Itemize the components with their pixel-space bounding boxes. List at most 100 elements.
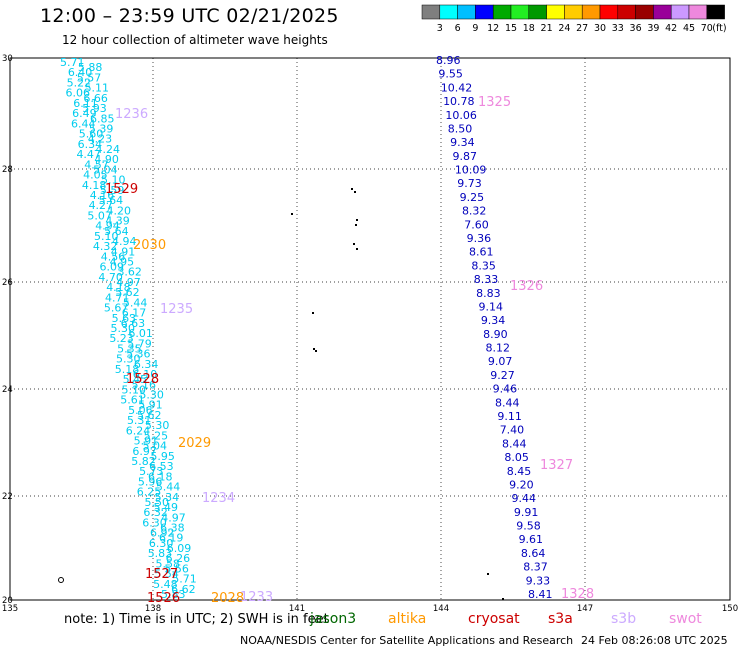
y-axis-tick-label: 26 xyxy=(2,278,13,288)
track-a-swh-value: 3.62 xyxy=(117,266,142,279)
track-b-swh-value: 8.83 xyxy=(476,287,501,300)
pass-label: 1235 xyxy=(160,302,193,317)
track-b-swh-value: 8.90 xyxy=(483,328,508,341)
track-a-swh-value: 5.71 xyxy=(172,573,197,586)
track-a-swh-value: 5.11 xyxy=(85,82,110,95)
pass-label: 1527 xyxy=(145,567,178,582)
colorbar-tick-label: 3 xyxy=(437,23,443,34)
track-a-swh-value: 5.54 xyxy=(154,568,179,581)
track-a-swh-value: 6.09 xyxy=(100,261,125,274)
legend-cryosat: cryosat xyxy=(468,611,520,627)
legend-jason3: jason3 xyxy=(310,611,357,627)
track-b-swh-value: 10.06 xyxy=(445,109,477,122)
track-a-swh-value: 5.48 xyxy=(153,578,178,591)
track-a-swh-value: 6.09 xyxy=(167,542,192,555)
colorbar-tick-label: 27 xyxy=(576,23,588,34)
x-axis-tick-label: 135 xyxy=(2,604,18,614)
track-a-swh-value: 5.93 xyxy=(82,102,107,115)
track-a-swh-value: 6.30 xyxy=(149,537,174,550)
track-a-swh-value: 6.44 xyxy=(71,117,96,130)
island-dot xyxy=(502,598,504,600)
island-dot xyxy=(58,577,64,583)
track-a-swh-value: 5.63 xyxy=(112,312,137,325)
pass-label: 2029 xyxy=(178,436,211,451)
track-a-swh-value: 4.57 xyxy=(84,158,109,171)
colorbar-tick-label: 6 xyxy=(455,23,461,34)
track-a-swh-value: 5.64 xyxy=(99,194,124,207)
track-b-swh-value: 9.34 xyxy=(450,136,475,149)
colorbar-tick-label: 9 xyxy=(472,23,478,34)
colorbar-unit: (ft) xyxy=(712,23,726,34)
track-a-swh-value: 5.36 xyxy=(126,348,151,361)
track-a-swh-value: 5.95 xyxy=(150,450,175,463)
track-b-swh-value: 10.78 xyxy=(443,95,475,108)
track-a-swh-value: 5.18 xyxy=(115,363,140,376)
y-axis-tick-label: 24 xyxy=(2,385,13,395)
track-a-swh-value: 6.24 xyxy=(126,424,150,437)
track-b-swh-value: 8.12 xyxy=(486,342,511,355)
color-scale-bar: 3 6 9 12 15 18 21 24 27 30 33 36 39 42 45 70 (ft) xyxy=(421,4,727,34)
track-a-swh-value: 5.39 xyxy=(89,123,114,136)
track-a-swh-value: 5.34 xyxy=(155,491,180,504)
track-a-swh-value: 5.10 xyxy=(94,230,119,243)
track-b-swh-value: 9.44 xyxy=(511,492,536,505)
pass-label: 2028 xyxy=(211,591,244,606)
track-a-swh-value: 5.91 xyxy=(138,399,163,412)
colorbar-tick-label: 45 xyxy=(683,23,695,34)
track-a-swh-value: 6.63 xyxy=(121,317,146,330)
track-a-swh-value: 4.90 xyxy=(94,153,119,166)
track-a-swh-value: 5.30 xyxy=(139,389,164,402)
track-a-swh-value: 5.71 xyxy=(60,56,85,69)
track-a-swh-value: 6.17 xyxy=(122,307,147,320)
track-a-swh-value: 5.16 xyxy=(132,378,157,391)
track-a-swh-value: 5.96 xyxy=(138,475,163,488)
pass-label: 1529 xyxy=(105,182,138,197)
track-a-swh-value: 5.30 xyxy=(111,322,136,335)
footer-note: note: 1) Time is in UTC; 2) SWH is in fe… xyxy=(64,612,329,627)
track-a-swh-value: 5.44 xyxy=(123,296,148,309)
map-frame xyxy=(9,57,731,601)
track-a-swh-value: 5.06 xyxy=(128,404,153,417)
track-b-swh-value: 9.73 xyxy=(457,177,482,190)
track-b-swh-value: 8.33 xyxy=(474,273,499,286)
x-axis-tick-label: 150 xyxy=(722,604,738,614)
island-dot xyxy=(313,348,315,350)
island-dot xyxy=(351,188,353,190)
pass-label: 1234 xyxy=(202,491,235,506)
track-a-swh-value: 5.45 xyxy=(123,373,148,386)
island-dot xyxy=(315,350,317,352)
track-a-swh-value: 5.04 xyxy=(93,163,118,176)
track-a-swh-value: 5.23 xyxy=(109,332,134,345)
generated-timestamp: 24 Feb 08:26:08 UTC 2025 xyxy=(581,634,728,647)
track-b-swh-value: 9.55 xyxy=(438,68,463,81)
island-dot xyxy=(354,191,356,193)
track-b-swh-value: 10.42 xyxy=(441,81,473,94)
y-axis-tick-label: 30 xyxy=(2,54,13,64)
track-a-swh-value: 5.58 xyxy=(156,557,181,570)
track-b-swh-value: 9.34 xyxy=(481,314,506,327)
island-dot xyxy=(291,213,293,215)
pass-label: 2030 xyxy=(133,238,166,253)
colorbar-tick-label: 21 xyxy=(541,23,553,34)
pass-label: 1326 xyxy=(510,279,543,294)
track-a-swh-value: 5.50 xyxy=(145,496,170,509)
track-a-swh-value: 6.53 xyxy=(149,460,174,473)
track-a-swh-value: 5.07 xyxy=(87,209,112,222)
track-b-swh-value: 8.45 xyxy=(507,465,532,478)
colorbar-tick-label: 42 xyxy=(665,23,677,34)
page-title: 12:00 – 23:59 UTC 02/21/2025 xyxy=(40,5,339,27)
island-dot xyxy=(487,573,489,575)
track-b-swh-value: 9.91 xyxy=(514,506,539,519)
track-b-swh-value: 9.36 xyxy=(467,232,492,245)
track-a-swh-value: 6.92 xyxy=(150,527,175,540)
island-dot xyxy=(312,312,314,314)
track-a-swh-value: 6.34 xyxy=(78,138,103,151)
track-a-swh-value: 5.04 xyxy=(143,440,168,453)
track-a-swh-value: 6.18 xyxy=(148,470,173,483)
track-a-swh-value: 5.22 xyxy=(67,76,92,89)
track-a-swh-value: 4.18 xyxy=(106,281,131,294)
island-dot xyxy=(356,219,358,221)
track-a-swh-value: 4.95 xyxy=(110,256,135,269)
track-a-swh-value: 4.97 xyxy=(116,276,140,289)
